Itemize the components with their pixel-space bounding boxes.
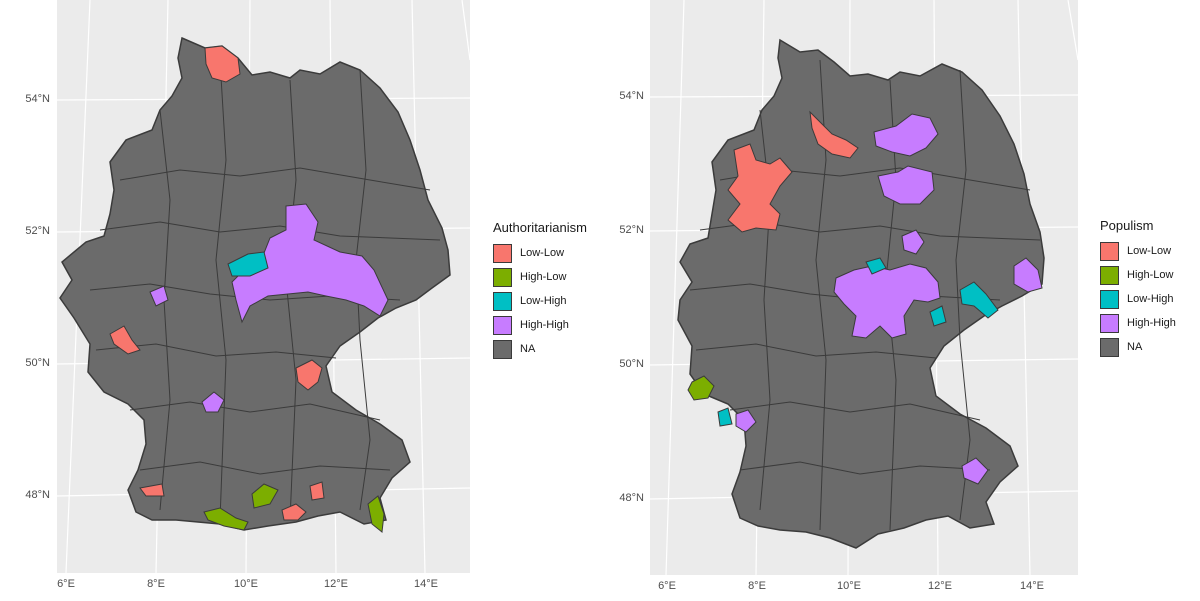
map-panel-authoritarianism: 54°N 52°N 50°N 48°N 6°E 8°E 10°E 12°E 14… [25, 0, 587, 590]
legend-key [1100, 289, 1119, 309]
region-pfalz [717, 407, 733, 427]
region-lower-bavaria [961, 457, 989, 485]
x-tick-label: 12°E [324, 578, 348, 590]
region-allgaeu [203, 507, 249, 531]
region-emsland-oldenburg [727, 143, 793, 233]
y-tick-label: 48°N [25, 489, 50, 501]
x-tick-label: 6°E [658, 580, 676, 592]
region-munich-east [309, 481, 325, 501]
legend-key [493, 267, 512, 287]
x-tick-label: 12°E [928, 580, 952, 592]
region-upper-rhine [139, 483, 165, 497]
y-tick-label: 52°N [25, 225, 50, 237]
map-panel-populism: 54°N 52°N 50°N 48°N 6°E 8°E 10°E 12°E 14… [600, 0, 1200, 601]
region-west-hesse [149, 285, 169, 307]
legend-item: NA [493, 337, 587, 361]
legend-item: High-High [493, 313, 587, 337]
lisa-regions [109, 45, 389, 533]
legend-item: Low-Low [1100, 239, 1176, 263]
legend-key [493, 315, 512, 335]
region-lake-constance-east [251, 483, 279, 509]
map-canvas [649, 0, 1079, 576]
legend-key [493, 291, 512, 311]
lisa-regions [687, 110, 1043, 485]
legend-label: Low-High [1127, 293, 1174, 305]
legend-item: High-High [1100, 311, 1176, 335]
legend-authoritarianism: Authoritarianism Low-Low High-Low Low-Hi… [493, 220, 587, 361]
region-upper-franconia [295, 359, 323, 391]
region-berchtesgaden [367, 495, 385, 533]
region-brandenburg-north [877, 165, 935, 205]
legend-item: High-Low [1100, 263, 1176, 287]
legend-label: High-Low [1127, 269, 1174, 281]
region-lusatia [1013, 257, 1043, 293]
legend-key [493, 243, 512, 263]
legend-key [1100, 337, 1119, 357]
region-upper-bavaria [281, 503, 307, 521]
x-tick-label: 14°E [1020, 580, 1044, 592]
legend-key [493, 339, 512, 359]
legend-key [1100, 313, 1119, 333]
legend-title: Populism [1100, 218, 1154, 233]
region-eifel [109, 325, 141, 355]
region-palatinate [735, 409, 757, 433]
y-tick-label: 52°N [619, 224, 644, 236]
legend-item: High-Low [493, 265, 587, 289]
legend-label: NA [520, 343, 536, 355]
legend-label: NA [1127, 341, 1143, 353]
region-mecklenburg [873, 113, 939, 157]
y-tick-label: 48°N [619, 492, 644, 504]
x-tick-label: 14°E [414, 578, 438, 590]
x-tick-label: 8°E [748, 580, 766, 592]
y-tick-label: 50°N [25, 357, 50, 369]
legend-key [1100, 241, 1119, 261]
legend-item: Low-Low [493, 241, 587, 265]
region-stuttgart-area [201, 391, 225, 413]
legend-label: High-Low [520, 271, 567, 283]
region-chemnitz [929, 281, 999, 327]
legend-label: High-High [520, 319, 569, 331]
region-saxony-anhalt-north [901, 229, 925, 255]
map-canvas [56, 0, 471, 574]
y-tick-label: 54°N [25, 93, 50, 105]
legend-label: High-High [1127, 317, 1176, 329]
x-tick-label: 6°E [57, 578, 75, 590]
legend-populism: Populism Low-Low High-Low Low-High High-… [1100, 218, 1176, 359]
y-tick-label: 50°N [619, 358, 644, 370]
legend-title: Authoritarianism [493, 220, 587, 235]
region-saarland [687, 375, 715, 401]
region-north-schleswig [204, 45, 241, 83]
y-tick-label: 54°N [619, 90, 644, 102]
legend-key [1100, 265, 1119, 285]
x-tick-label: 10°E [234, 578, 258, 590]
x-tick-label: 8°E [147, 578, 165, 590]
legend-label: Low-High [520, 295, 567, 307]
region-thuringia-cluster [833, 263, 941, 339]
region-harz [865, 257, 887, 275]
x-tick-label: 10°E [837, 580, 861, 592]
region-harz-west [227, 251, 269, 277]
legend-label: Low-Low [520, 247, 565, 259]
legend-item: Low-High [493, 289, 587, 313]
legend-item: Low-High [1100, 287, 1176, 311]
region-elbe-lower [809, 110, 859, 159]
legend-label: Low-Low [1127, 245, 1172, 257]
legend-item: NA [1100, 335, 1176, 359]
